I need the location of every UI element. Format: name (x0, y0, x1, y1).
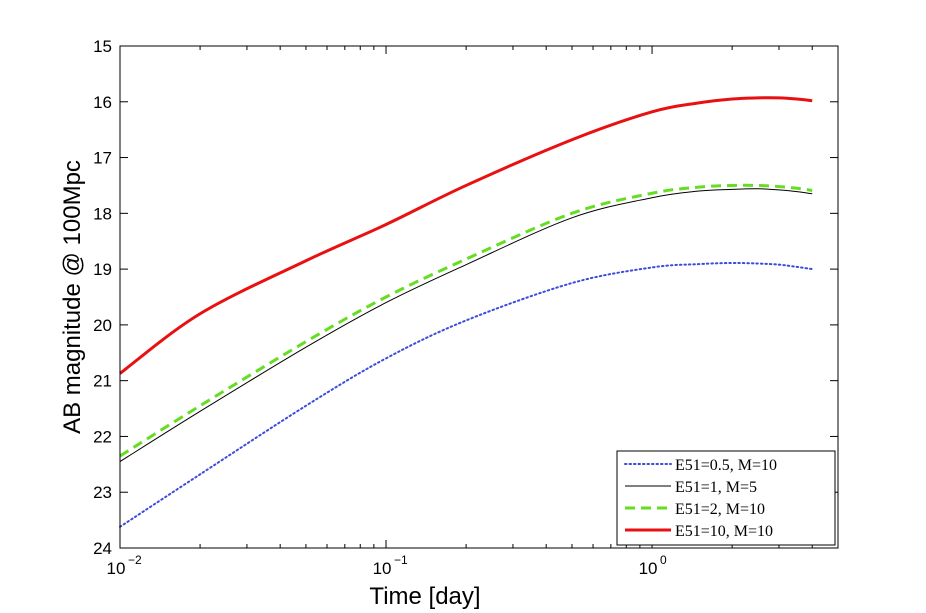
y-axis-label: AB magnitude @ 100Mpc (59, 160, 86, 434)
series-line-4 (119, 96, 813, 375)
x-tick-exponent: 0 (660, 553, 667, 567)
y-tick-label: 22 (93, 427, 112, 446)
series-line-2 (119, 188, 813, 462)
y-tick-label: 21 (93, 372, 112, 391)
x-tick-exponent: −2 (128, 553, 142, 567)
y-tick-label: 17 (93, 149, 112, 168)
series-line-1 (119, 261, 814, 528)
plot-frame (119, 45, 839, 549)
legend-label: E51=0.5, M=10 (675, 457, 777, 474)
y-tick-label: 15 (93, 37, 112, 56)
series-lines (119, 96, 814, 528)
x-tick-label: 10 −2 (107, 553, 142, 578)
y-tick-label: 16 (93, 93, 112, 112)
x-tick-exponent: −1 (394, 553, 408, 567)
x-axis-label: Time [day] (369, 583, 480, 610)
x-tick-base: 10 (373, 559, 392, 578)
y-tick-label: 24 (93, 539, 112, 558)
series-line-3 (119, 183, 813, 458)
x-tick-label: 10 −1 (373, 553, 408, 578)
y-tick-label: 18 (93, 204, 112, 223)
legend-label: E51=1, M=5 (675, 479, 757, 496)
y-tick-label: 23 (93, 483, 112, 502)
legend: E51=0.5, M=10 E51=1, M=5 E51=2, M=10 E51=10… (616, 450, 836, 546)
y-axis: 15 16 17 18 19 20 21 22 23 24 (93, 37, 838, 558)
y-tick-label: 20 (93, 316, 112, 335)
x-tick-label: 10 0 (639, 553, 667, 578)
x-tick-base: 10 (639, 559, 658, 578)
legend-label: E51=10, M=10 (675, 523, 773, 540)
y-tick-label: 19 (93, 260, 112, 279)
x-axis: 10 −2 10 −1 10 0 (107, 46, 667, 578)
legend-label: E51=2, M=10 (675, 501, 765, 518)
x-tick-base: 10 (107, 559, 126, 578)
